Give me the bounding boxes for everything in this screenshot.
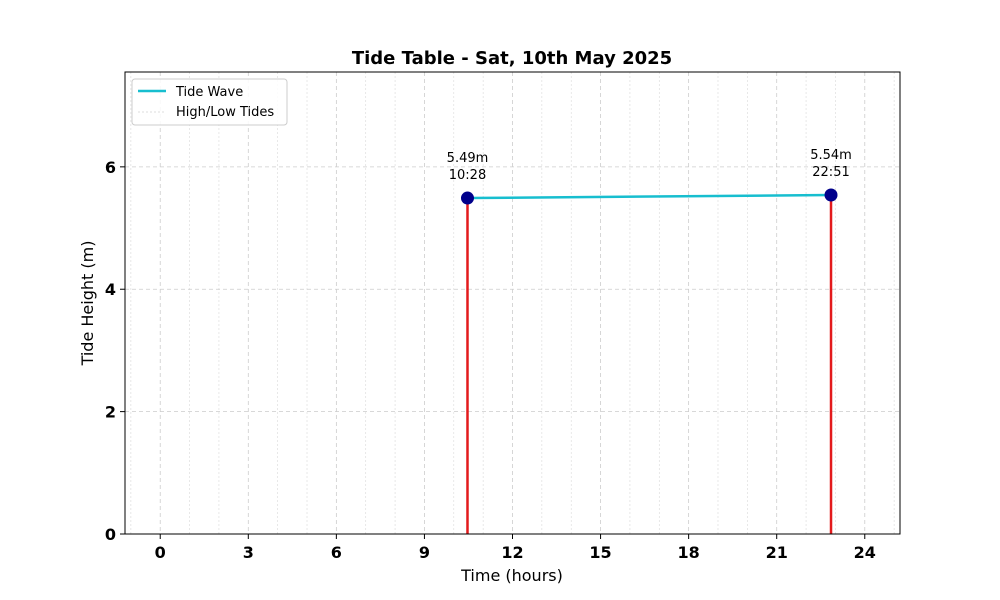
legend-box (131, 78, 288, 126)
x-tick-label: 9 (419, 543, 430, 562)
legend: Tide Wave High/Low Tides (131, 78, 288, 126)
tide-wave-series (467, 193, 832, 200)
y-tick-label: 2 (105, 403, 116, 422)
tide-time-label: 22:51 (812, 165, 849, 180)
y-tick-label: 0 (105, 525, 116, 544)
x-tick-label: 12 (501, 543, 523, 562)
tide-annotations: 5.49m 10:28 5.54m 22:51 (447, 148, 852, 183)
x-tick-label: 15 (589, 543, 611, 562)
chart-title: Tide Table - Sat, 10th May 2025 (352, 48, 672, 69)
y-tick-label: 4 (105, 280, 116, 299)
legend-label-high-low: High/Low Tides (176, 105, 274, 120)
x-tick-label: 3 (243, 543, 254, 562)
grid (125, 72, 900, 535)
tide-height-label: 5.54m (810, 148, 852, 163)
x-tick-label: 24 (854, 543, 876, 562)
legend-label-tide-wave: Tide Wave (175, 85, 243, 100)
y-axis-ticks: 0 2 4 6 (105, 158, 125, 544)
tide-stems (466, 194, 833, 534)
x-axis-ticks: 0 3 6 9 12 15 18 21 24 (155, 534, 876, 562)
tide-time-label: 10:28 (449, 168, 486, 183)
x-axis-label: Time (hours) (460, 566, 563, 585)
tide-wave-line (467, 193, 832, 200)
x-tick-label: 18 (678, 543, 700, 562)
y-axis-label: Tide Height (m) (78, 241, 97, 367)
y-tick-label: 6 (105, 158, 116, 177)
x-tick-label: 21 (766, 543, 788, 562)
tide-height-label: 5.49m (447, 151, 489, 166)
x-tick-label: 6 (331, 543, 342, 562)
tide-markers (460, 188, 838, 205)
tide-marker (460, 191, 474, 205)
tide-marker (824, 188, 838, 202)
x-tick-label: 0 (155, 543, 166, 562)
